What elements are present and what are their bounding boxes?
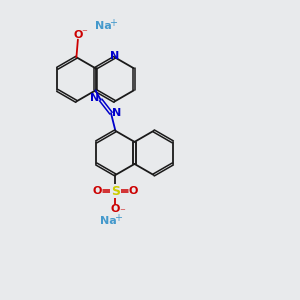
Text: O: O: [92, 186, 102, 196]
Text: ⁻: ⁻: [119, 207, 125, 217]
Text: N: N: [110, 51, 119, 61]
Text: O: O: [111, 204, 120, 214]
Text: ⁻: ⁻: [81, 28, 87, 38]
Text: N: N: [112, 108, 122, 118]
Text: Na: Na: [94, 21, 111, 31]
Text: N: N: [90, 94, 99, 103]
Text: S: S: [111, 185, 120, 198]
Text: +: +: [109, 18, 117, 28]
Text: +: +: [114, 213, 122, 223]
Text: Na: Na: [100, 216, 116, 226]
Text: O: O: [73, 30, 83, 40]
Text: O: O: [129, 186, 138, 196]
